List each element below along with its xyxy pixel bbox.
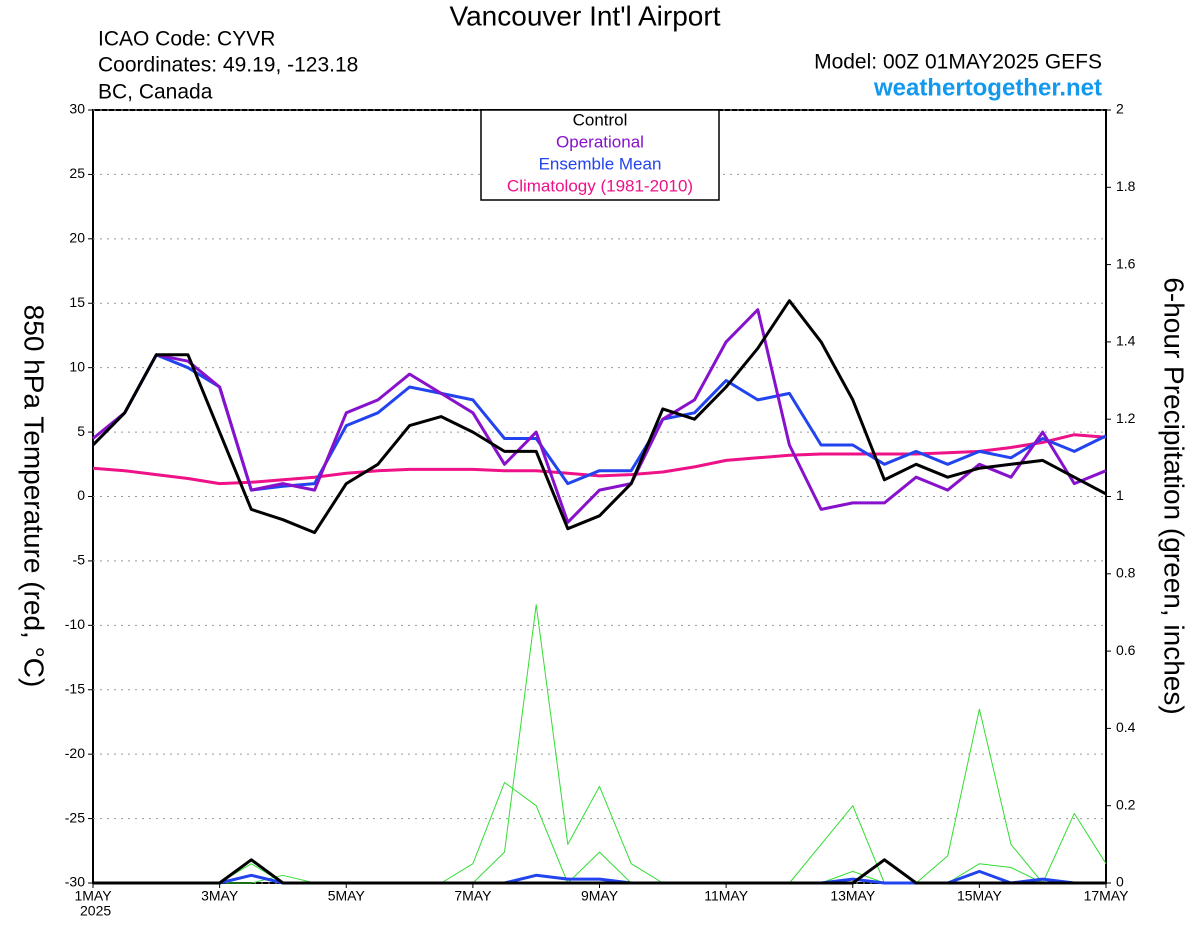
x-tick-label: 17MAY (1084, 888, 1130, 904)
x-tick-label: 7MAY (454, 888, 492, 904)
legend-entry: Control (573, 110, 628, 129)
y-tick-label: -10 (65, 616, 85, 632)
year-label: 2025 (80, 903, 111, 919)
y-tick-label: -30 (65, 874, 85, 890)
precip-line (93, 604, 1106, 884)
y2-tick-label: 1.2 (1116, 410, 1136, 426)
station-code: ICAO Code: CYVR (98, 28, 275, 51)
y2-tick-label: 1.6 (1116, 255, 1136, 271)
y-tick-label: -20 (65, 745, 85, 761)
y-tick-label: -5 (73, 552, 86, 568)
x-tick-label: 1MAY (74, 888, 112, 904)
y2-tick-label: 0.2 (1116, 796, 1136, 812)
x-tick-label: 13MAY (830, 888, 876, 904)
y2-tick-label: 2 (1116, 101, 1124, 117)
chart-title: Vancouver Int'l Airport (450, 0, 721, 31)
y2-tick-label: 0.6 (1116, 642, 1136, 658)
x-tick-label: 5MAY (328, 888, 366, 904)
y-tick-label: 30 (69, 101, 85, 117)
y-tick-label: -25 (65, 809, 85, 825)
y2-tick-label: 1.4 (1116, 333, 1136, 349)
legend-entry: Ensemble Mean (539, 154, 662, 173)
temp-line (91, 299, 1107, 535)
y-tick-label: 20 (69, 230, 85, 246)
y-tick-label: 15 (69, 294, 85, 310)
legend-entry: Climatology (1981-2010) (507, 176, 693, 195)
y-tick-label: 25 (69, 165, 85, 181)
temp-line (92, 308, 1107, 524)
website: weathertogether.net (873, 74, 1102, 101)
y2-tick-label: 0.8 (1116, 565, 1136, 581)
legend-entry: Operational (556, 132, 644, 151)
x-tick-label: 9MAY (581, 888, 619, 904)
precip-line (93, 858, 1106, 885)
precip-line (93, 869, 1106, 885)
y2-tick-label: 0 (1116, 874, 1124, 890)
station-coords: Coordinates: 49.19, -123.18 (98, 54, 358, 77)
y-tick-label: 5 (77, 423, 85, 439)
y2-tick-label: 0.4 (1116, 719, 1136, 735)
y-tick-label: 0 (77, 487, 85, 503)
model-label: Model: 00Z 01MAY2025 GEFS (814, 51, 1102, 74)
x-tick-label: 3MAY (201, 888, 239, 904)
y-tick-label: 10 (69, 358, 85, 374)
legend-box (480, 109, 720, 201)
x-tick-label: 11MAY (704, 888, 748, 904)
y-tick-label: -15 (65, 680, 85, 696)
precip-line (93, 708, 1107, 884)
y2-tick-label: 1 (1116, 487, 1124, 503)
y2-tick-label: 1.8 (1116, 178, 1136, 194)
x-tick-label: 15MAY (957, 888, 1003, 904)
station-region: BC, Canada (98, 81, 213, 104)
temp-line (92, 433, 1107, 486)
y2-axis-label: 6-hour Precipitation (green, inches) (1159, 277, 1190, 714)
y-axis-label: 850 hPa Temperature (red, °C) (19, 305, 50, 688)
